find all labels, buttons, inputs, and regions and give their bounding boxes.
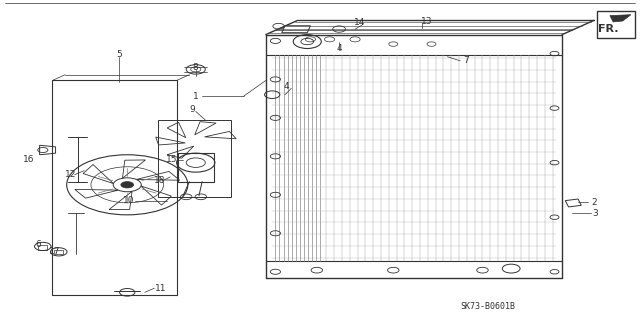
Text: 16: 16 — [23, 155, 35, 164]
Text: 15: 15 — [166, 155, 178, 164]
Text: 2: 2 — [591, 198, 597, 207]
Text: 11: 11 — [155, 284, 166, 293]
Text: 4: 4 — [284, 82, 290, 91]
Text: FR.: FR. — [598, 24, 619, 34]
Polygon shape — [610, 15, 631, 22]
Text: 8: 8 — [193, 63, 198, 72]
Text: 3: 3 — [593, 209, 598, 218]
Text: 7: 7 — [464, 56, 469, 65]
Text: 9: 9 — [189, 105, 195, 114]
Text: 12: 12 — [65, 170, 76, 179]
Text: 18: 18 — [154, 175, 165, 185]
Circle shape — [121, 182, 134, 188]
Text: 10: 10 — [123, 196, 134, 205]
Text: 1: 1 — [193, 92, 198, 101]
Text: 6: 6 — [35, 241, 41, 249]
Text: 4: 4 — [336, 44, 342, 53]
Text: SK73-B0601B: SK73-B0601B — [460, 302, 515, 311]
Text: 13: 13 — [421, 18, 433, 26]
Text: 5: 5 — [116, 50, 122, 59]
Text: 17: 17 — [49, 247, 60, 256]
Text: 14: 14 — [354, 18, 365, 27]
